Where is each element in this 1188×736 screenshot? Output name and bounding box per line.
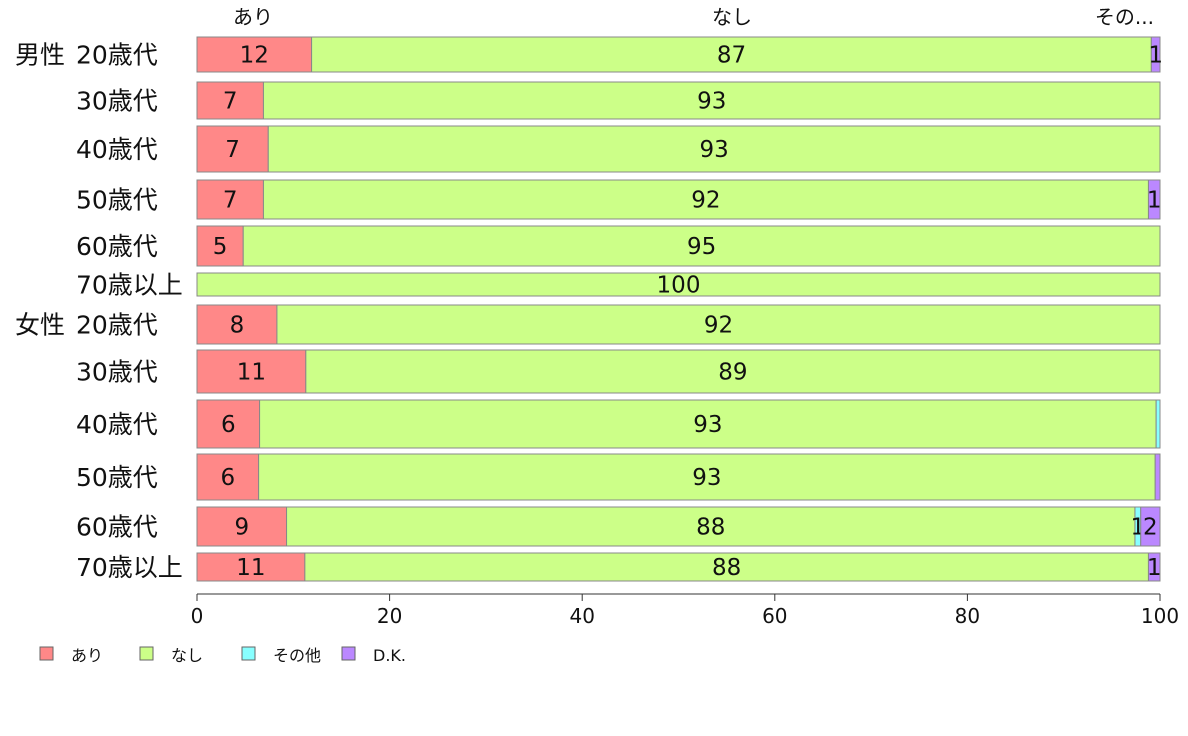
legend-swatch (241, 646, 256, 661)
bar-segment (286, 506, 1136, 547)
x-tick-label: 20 (377, 604, 402, 628)
category-label: 20歳代 (76, 311, 158, 340)
bar-value-label: 9 (234, 515, 249, 541)
legend-label: なし (171, 646, 203, 665)
bar-segment (196, 399, 261, 449)
bar-value-label: 93 (699, 137, 728, 163)
bar-segment (196, 225, 244, 267)
bar-value-label: 1 (1147, 555, 1162, 581)
bar-value-label: 7 (225, 137, 240, 163)
bar-segment (242, 225, 1161, 267)
bar-value-label: 7 (223, 89, 238, 115)
x-tick-label: 60 (762, 604, 787, 628)
category-label: 70歳以上 (76, 271, 183, 300)
bar-value-label: 12 (240, 43, 269, 69)
x-tick-label: 100 (1141, 604, 1179, 628)
bar-segment (262, 81, 1161, 120)
bar-segment (196, 36, 313, 73)
bar-segment (259, 399, 1157, 449)
bar-value-label: 89 (718, 360, 747, 386)
bar-value-label: 6 (221, 412, 236, 438)
category-label: 50歳代 (76, 186, 158, 215)
bar-value-label: 92 (691, 188, 720, 214)
bar-value-label: 87 (717, 43, 746, 69)
bar-segment (267, 125, 1161, 173)
bar-value-label: 11 (236, 555, 265, 581)
category-label: 70歳以上 (76, 553, 183, 582)
bar-segment (196, 349, 307, 394)
bar-segment (304, 552, 1149, 582)
bar-segment (1150, 36, 1161, 73)
legend-label: その他 (273, 646, 321, 665)
bar-value-label: 7 (223, 188, 238, 214)
bar-segment (196, 179, 264, 220)
category-label: 60歳代 (76, 513, 158, 542)
x-tick-label: 80 (955, 604, 980, 628)
bar-segment (276, 304, 1161, 345)
bar-value-label: 1 (1148, 43, 1163, 69)
bar-value-label: 93 (697, 89, 726, 115)
legend-swatch (139, 646, 154, 661)
bar-value-label: 8 (230, 313, 245, 339)
bar-value-label: 100 (657, 273, 701, 299)
bar-value-label: 1 (1147, 188, 1162, 214)
bar-segment (311, 36, 1152, 73)
bar-segment (262, 179, 1149, 220)
bar-segment (1147, 179, 1161, 220)
bar-value-label: 95 (687, 234, 716, 260)
top-series-label: その... (1095, 5, 1154, 29)
bar-value-label: 93 (692, 465, 721, 491)
bar-segment (196, 506, 288, 547)
bar-value-label: 2 (1143, 515, 1158, 541)
bar-value-label: 11 (237, 360, 266, 386)
legend-swatch (39, 646, 54, 661)
category-label: 60歳代 (76, 232, 158, 261)
bar-segment (1140, 506, 1161, 547)
category-label: 40歳代 (76, 135, 158, 164)
category-label: 50歳代 (76, 463, 158, 492)
bar-value-label: 6 (220, 465, 235, 491)
bar-value-label: 88 (696, 515, 725, 541)
group-label: 男性 (15, 41, 65, 70)
legend-label: D.K. (373, 646, 406, 665)
group-label: 女性 (15, 311, 65, 340)
bar-segment (196, 304, 278, 345)
x-tick-label: 0 (191, 604, 204, 628)
bar-value-label: 92 (704, 313, 733, 339)
category-label: 30歳代 (76, 87, 158, 116)
bar-value-label: 5 (213, 234, 228, 260)
legend-label: あり (71, 646, 103, 665)
bar-segment (1155, 399, 1161, 449)
bar-value-label: 93 (693, 412, 722, 438)
bar-segment (196, 125, 269, 173)
bar-segment (305, 349, 1161, 394)
category-label: 30歳代 (76, 358, 158, 387)
bar-segment (1154, 453, 1161, 501)
top-series-label: なし (712, 5, 752, 29)
bar-segment (1147, 552, 1161, 582)
x-tick-label: 40 (569, 604, 594, 628)
category-label: 20歳代 (76, 41, 158, 70)
category-label: 40歳代 (76, 410, 158, 439)
legend-swatch (341, 646, 356, 661)
bar-segment (196, 272, 1161, 297)
bar-value-label: 88 (712, 555, 741, 581)
top-series-label: あり (233, 5, 273, 29)
bar-segment (196, 453, 260, 501)
